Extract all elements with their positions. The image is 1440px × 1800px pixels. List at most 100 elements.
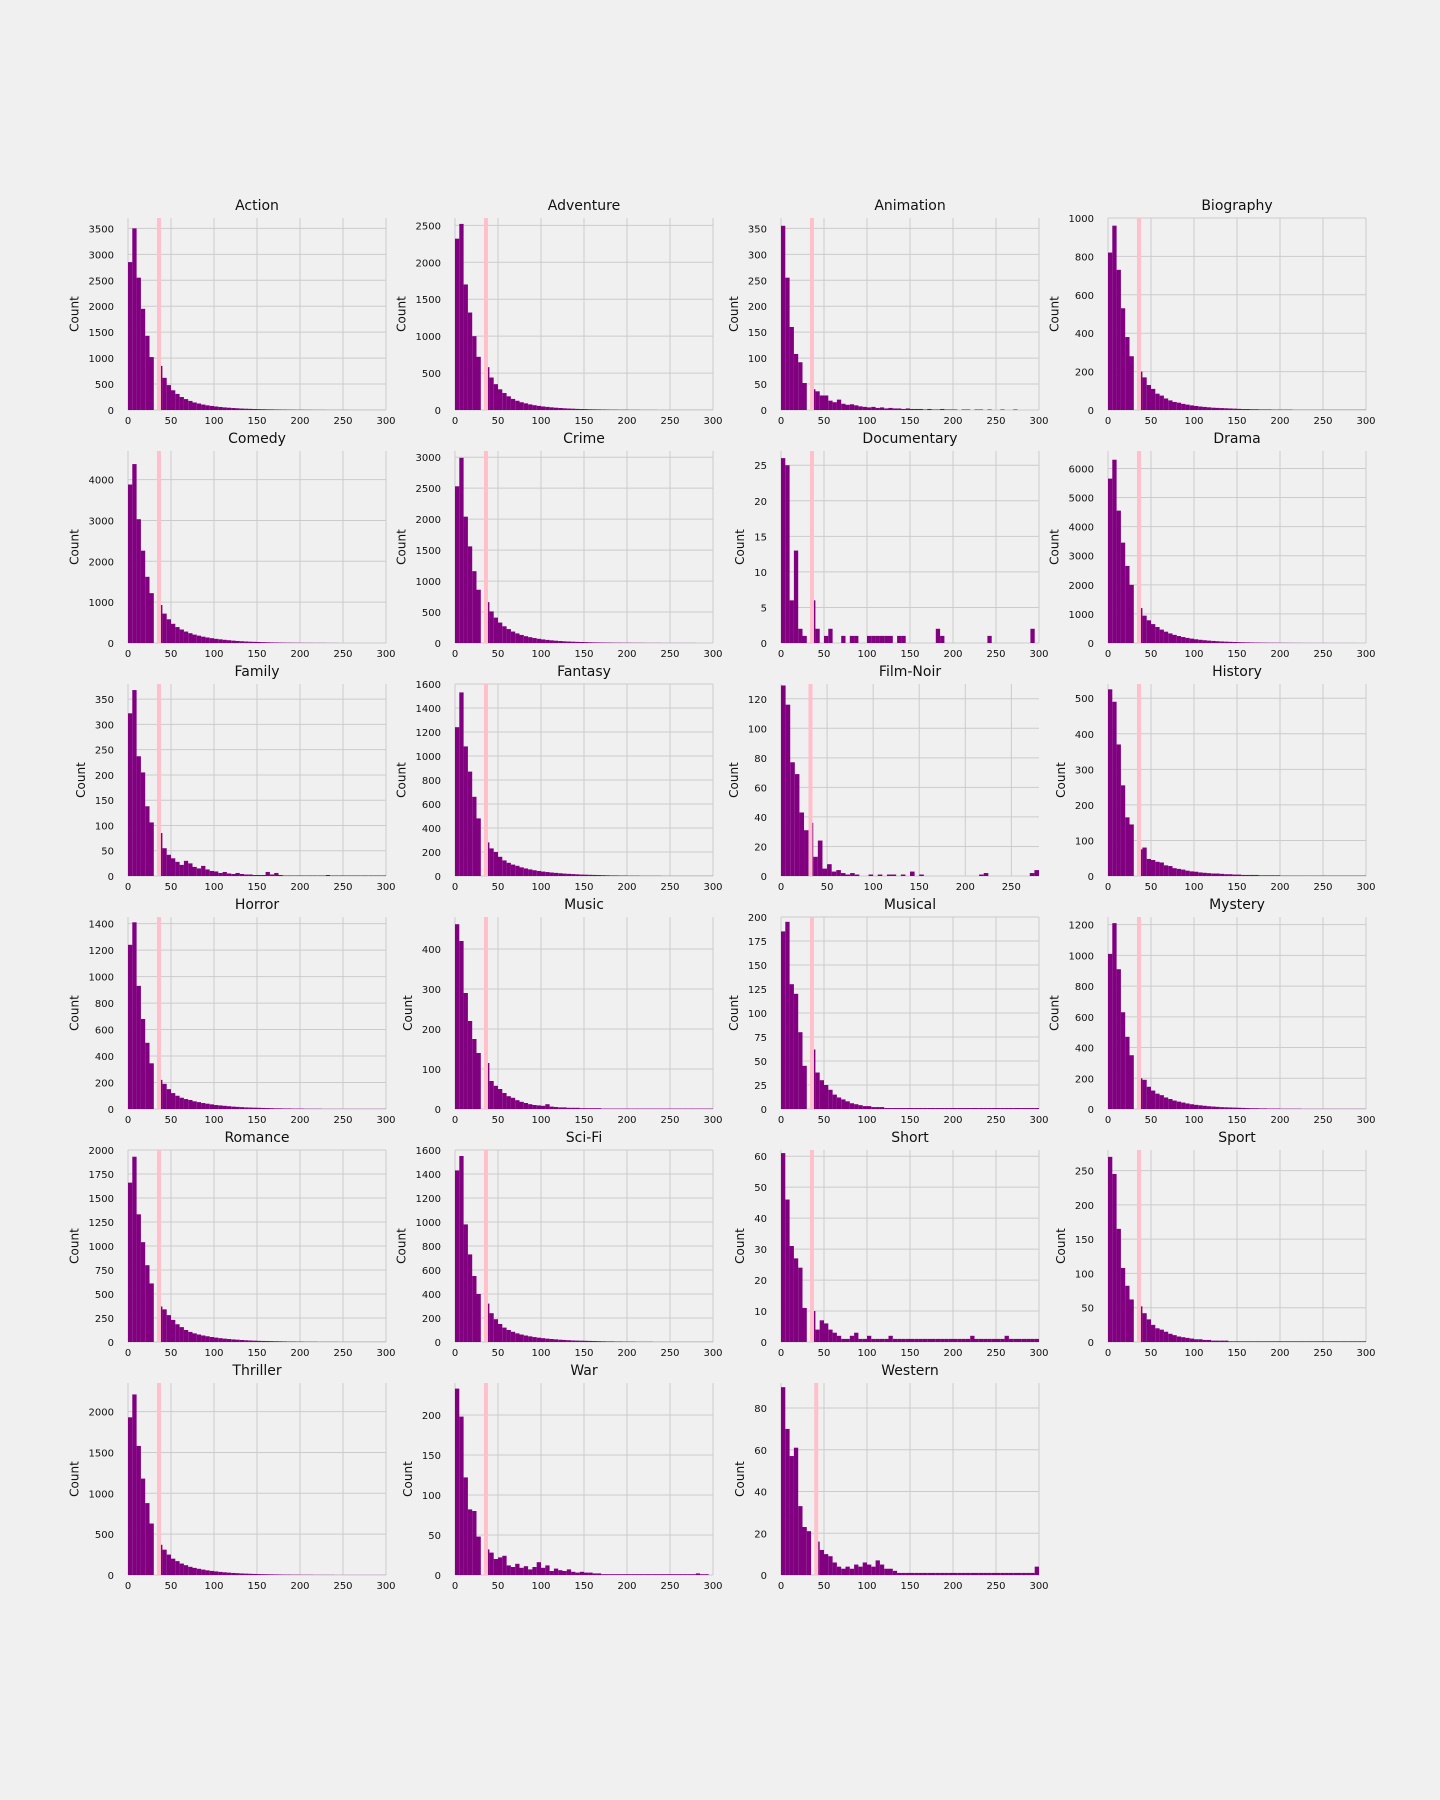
- histogram-bar: [596, 1573, 602, 1575]
- histogram-bar: [983, 1108, 988, 1109]
- x-tick-label: 200: [617, 1348, 636, 1359]
- histogram-bar: [571, 408, 576, 410]
- x-tick-label: 0: [125, 649, 131, 660]
- reference-line: [483, 917, 488, 1109]
- histogram-bar: [957, 1338, 962, 1342]
- x-tick-label: 0: [778, 416, 784, 427]
- histogram-bar: [455, 924, 460, 1109]
- histogram-bar: [459, 1156, 464, 1342]
- histogram-bar: [192, 634, 197, 643]
- histogram-bar: [226, 1106, 232, 1109]
- y-tick-label: 40: [754, 1488, 767, 1499]
- histogram-bar: [558, 1570, 563, 1575]
- y-tick-label: 0: [761, 872, 767, 883]
- histogram-bar: [128, 484, 133, 643]
- y-axis-label: Count: [1047, 296, 1061, 332]
- histogram-bar: [171, 623, 176, 643]
- histogram-bar: [822, 868, 828, 876]
- histogram-bar: [257, 1107, 262, 1109]
- histogram-bar: [1108, 689, 1113, 876]
- histogram-bar: [944, 1338, 949, 1342]
- histogram-bar: [476, 818, 481, 876]
- x-tick-label: 250: [1313, 1115, 1332, 1126]
- histogram-bar: [1267, 409, 1272, 410]
- histogram-bar: [252, 409, 257, 410]
- histogram-bar: [901, 1108, 906, 1109]
- histogram-bar: [493, 617, 498, 643]
- histogram-bar: [644, 1574, 649, 1575]
- y-tick-label: 10: [754, 1307, 767, 1318]
- y-tick-label: 1000: [89, 1242, 114, 1253]
- histogram-bar: [862, 1338, 867, 1342]
- histogram-bar: [553, 1339, 559, 1342]
- histogram-bar: [532, 870, 537, 876]
- histogram-bar: [214, 1105, 219, 1109]
- histogram-bar: [205, 637, 210, 643]
- y-tick-label: 40: [754, 1214, 767, 1225]
- y-tick-label: 1400: [416, 704, 441, 715]
- panel-title: Mystery: [1209, 897, 1265, 913]
- histogram-bar: [209, 638, 214, 643]
- x-tick-label: 300: [376, 1115, 395, 1126]
- panel-title: Short: [891, 1130, 929, 1146]
- histogram-bar: [1271, 875, 1276, 876]
- y-tick-label: 1500: [416, 295, 441, 306]
- y-tick-label: 2000: [1069, 581, 1094, 592]
- histogram-bar: [1301, 1341, 1306, 1342]
- histogram-bar: [1198, 1339, 1203, 1342]
- x-tick-label: 0: [452, 882, 458, 893]
- histogram-bar: [798, 1506, 803, 1575]
- histogram-bar: [541, 1338, 546, 1342]
- histogram-bar: [888, 1108, 893, 1109]
- histogram-bar: [914, 1108, 919, 1109]
- histogram-bar: [498, 1557, 503, 1575]
- y-tick-label: 0: [761, 406, 767, 417]
- y-tick-label: 2500: [416, 221, 441, 232]
- y-tick-label: 600: [1075, 1013, 1094, 1024]
- histogram-bar: [1120, 542, 1126, 643]
- x-tick-label: 250: [333, 416, 352, 427]
- histogram-bar: [1228, 641, 1233, 643]
- x-tick-label: 0: [452, 416, 458, 427]
- y-tick-label: 1500: [89, 1194, 114, 1205]
- histogram-bar: [1159, 1329, 1164, 1342]
- x-tick-label: 150: [1227, 1115, 1246, 1126]
- x-tick-label: 50: [492, 882, 505, 893]
- histogram-bar: [338, 875, 343, 876]
- y-tick-label: 6000: [1069, 464, 1094, 475]
- y-tick-label: 1400: [416, 1170, 441, 1181]
- histogram-bar: [489, 848, 494, 876]
- y-tick-label: 1000: [89, 598, 114, 609]
- y-tick-label: 500: [95, 380, 114, 391]
- histogram-bar: [364, 875, 369, 876]
- histogram-bar: [1181, 869, 1186, 876]
- histogram-panel: Film-Noir 0 50 100 150 200 250 0 20 40 60 80 100 120 C…: [727, 664, 1039, 893]
- y-tick-label: 125: [748, 985, 767, 996]
- histogram-bar: [235, 1106, 240, 1109]
- histogram-bar: [879, 1564, 885, 1575]
- x-tick-label: 200: [956, 882, 975, 893]
- histogram-bar: [592, 642, 597, 643]
- histogram-bar: [940, 635, 945, 643]
- panel-title: Western: [881, 1363, 938, 1379]
- histogram-bar: [798, 1032, 803, 1109]
- histogram-bar: [467, 771, 473, 876]
- histogram-bar: [489, 611, 494, 643]
- histogram-bar: [1206, 1106, 1212, 1109]
- histogram-bar: [704, 1574, 709, 1575]
- histogram-bar: [528, 869, 533, 876]
- histogram-bar: [905, 1572, 910, 1575]
- histogram-bar: [1168, 866, 1173, 876]
- histogram-bar: [781, 1387, 786, 1575]
- histogram-bar: [183, 1099, 189, 1109]
- y-tick-label: 0: [108, 639, 114, 650]
- histogram-bar: [1108, 953, 1113, 1109]
- x-tick-label: 0: [778, 1115, 784, 1126]
- histogram-bar: [515, 865, 520, 876]
- histogram-bar: [502, 860, 507, 876]
- histogram-bar: [1310, 1341, 1315, 1342]
- x-tick-label: 150: [910, 882, 929, 893]
- histogram-bar: [489, 1081, 494, 1109]
- x-tick-label: 100: [1184, 882, 1203, 893]
